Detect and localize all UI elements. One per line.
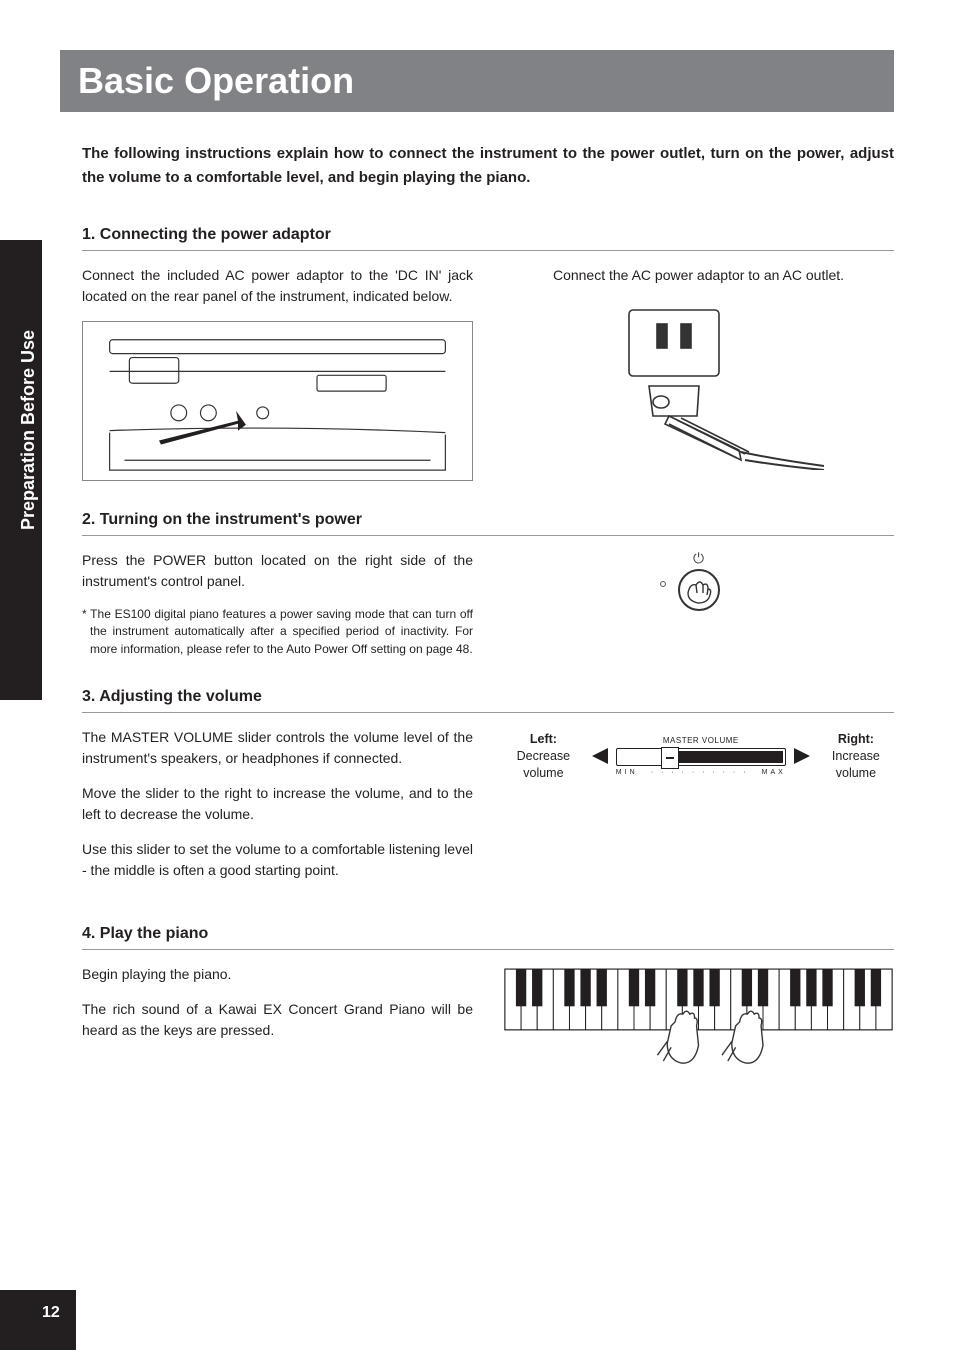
slider-title: MASTER VOLUME bbox=[663, 736, 739, 745]
arrow-right-icon bbox=[794, 748, 810, 764]
section-heading: 2. Turning on the instrument's power bbox=[82, 511, 894, 536]
page-number-bg bbox=[0, 1290, 76, 1350]
body-text: Connect the AC power adaptor to an AC ou… bbox=[503, 265, 894, 286]
power-led-icon bbox=[660, 581, 666, 587]
dc-in-svg bbox=[83, 322, 472, 480]
section-play: 4. Play the piano Begin playing the pian… bbox=[82, 925, 894, 1079]
max-label: MAX bbox=[762, 769, 786, 776]
intro-text: The following instructions explain how t… bbox=[82, 142, 894, 190]
page-title: Basic Operation bbox=[78, 60, 354, 101]
label-bold: Left: bbox=[530, 732, 557, 746]
slider-track bbox=[616, 748, 786, 766]
page-number: 12 bbox=[42, 1304, 60, 1322]
finger-press-icon bbox=[682, 573, 716, 607]
body-text: Use this slider to set the volume to a c… bbox=[82, 839, 473, 881]
section-power-adaptor: 1. Connecting the power adaptor Connect … bbox=[82, 226, 894, 481]
ac-outlet-svg bbox=[569, 300, 829, 470]
section-volume: 3. Adjusting the volume The MASTER VOLUM… bbox=[82, 688, 894, 895]
illustration-power-button: ⏻ bbox=[503, 550, 894, 658]
page-title-bar: Basic Operation bbox=[60, 50, 894, 112]
label-bold: Right: bbox=[838, 732, 874, 746]
vol-left-label: Left: Decrease volume bbox=[503, 731, 584, 782]
slider-scale: MIN · · · · · · · · · · MAX bbox=[616, 769, 786, 776]
illustration-keyboard bbox=[503, 964, 894, 1079]
body-text: Press the POWER button located on the ri… bbox=[82, 550, 473, 592]
min-label: MIN bbox=[616, 769, 638, 776]
power-button-graphic bbox=[678, 569, 720, 611]
label-text: Decrease volume bbox=[517, 749, 571, 780]
power-icon: ⏻ bbox=[503, 550, 894, 567]
illustration-volume-slider: Left: Decrease volume MASTER VOLUME MIN … bbox=[503, 727, 894, 895]
body-text: Connect the included AC power adaptor to… bbox=[82, 265, 473, 307]
section-heading: 1. Connecting the power adaptor bbox=[82, 226, 894, 251]
vol-right-label: Right: Increase volume bbox=[818, 731, 894, 782]
keyboard-svg bbox=[503, 964, 894, 1074]
section-heading: 3. Adjusting the volume bbox=[82, 688, 894, 713]
footnote: * The ES100 digital piano features a pow… bbox=[82, 606, 473, 658]
body-text: The rich sound of a Kawai EX Concert Gra… bbox=[82, 999, 473, 1041]
slider-fill bbox=[677, 751, 783, 763]
illustration-dc-in-jack bbox=[82, 321, 473, 481]
side-tab-label: Preparation Before Use bbox=[18, 330, 39, 530]
arrow-left-icon bbox=[592, 748, 608, 764]
label-text: Increase volume bbox=[832, 749, 880, 780]
section-heading: 4. Play the piano bbox=[82, 925, 894, 950]
body-text: The MASTER VOLUME slider controls the vo… bbox=[82, 727, 473, 769]
body-text: Begin playing the piano. bbox=[82, 964, 473, 985]
slider-knob bbox=[661, 747, 679, 769]
body-text: Move the slider to the right to increase… bbox=[82, 783, 473, 825]
illustration-ac-outlet bbox=[503, 300, 894, 475]
tick-dots: · · · · · · · · · · bbox=[651, 769, 749, 776]
slider-graphic: MASTER VOLUME MIN · · · · · · · · · · MA… bbox=[616, 736, 786, 776]
section-power-on: 2. Turning on the instrument's power Pre… bbox=[82, 511, 894, 658]
manual-page: Preparation Before Use Basic Operation T… bbox=[0, 0, 954, 1350]
